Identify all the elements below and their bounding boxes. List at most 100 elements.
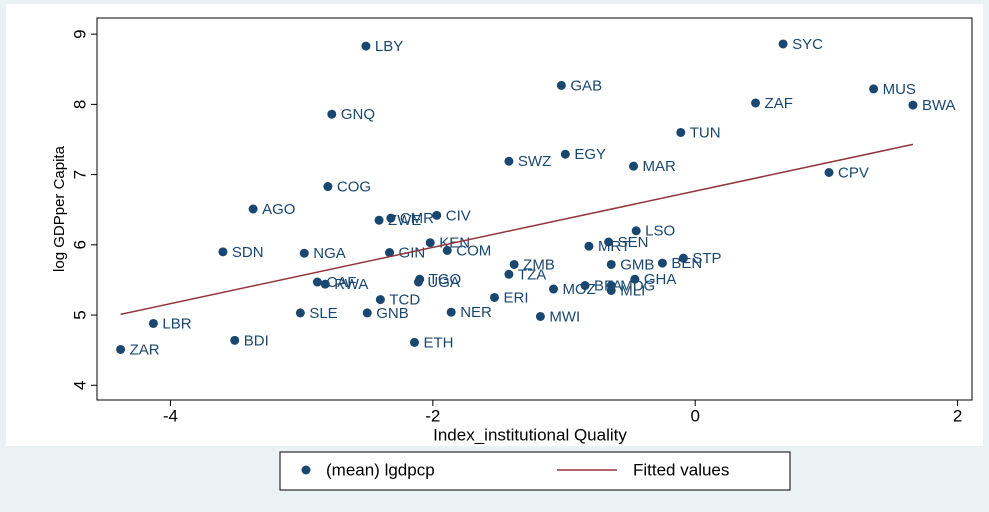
legend-label: (mean) lgdpcp bbox=[326, 460, 435, 479]
point-label: STP bbox=[692, 250, 721, 267]
point-label: CAF bbox=[326, 274, 356, 291]
point-label: SDN bbox=[232, 244, 264, 261]
y-tick-label: 8 bbox=[70, 100, 89, 109]
x-tick-label: -2 bbox=[425, 406, 440, 425]
point-label: SEN bbox=[618, 234, 649, 251]
point-label: LSO bbox=[645, 223, 675, 240]
point bbox=[248, 204, 258, 214]
point-label: SYC bbox=[792, 36, 823, 53]
x-axis-title: Index_institutional Quality bbox=[433, 425, 627, 444]
point-label: GNQ bbox=[341, 106, 375, 123]
point-label: ZAR bbox=[130, 341, 160, 358]
point-label: NER bbox=[460, 304, 492, 321]
point-label: MLI bbox=[620, 282, 645, 299]
point bbox=[374, 215, 384, 225]
point bbox=[869, 84, 879, 94]
point bbox=[556, 80, 566, 90]
x-tick-label: 0 bbox=[690, 406, 699, 425]
point bbox=[489, 292, 499, 302]
point-label: CIV bbox=[446, 207, 471, 224]
y-tick-label: 9 bbox=[70, 29, 89, 38]
point bbox=[323, 182, 333, 192]
point-label: AGO bbox=[262, 201, 295, 218]
point bbox=[549, 284, 559, 294]
point-label: GNB bbox=[376, 305, 409, 322]
point bbox=[295, 308, 305, 318]
point bbox=[657, 258, 667, 268]
point-label: TCD bbox=[389, 292, 420, 309]
point-label: UGA bbox=[427, 274, 460, 291]
point bbox=[312, 277, 322, 287]
point-label: ZMB bbox=[523, 256, 555, 273]
legend-box bbox=[279, 451, 791, 491]
point bbox=[606, 285, 616, 295]
point bbox=[432, 210, 442, 220]
point bbox=[409, 337, 419, 347]
point-label: BWA bbox=[922, 97, 956, 114]
point-label: MRT bbox=[598, 238, 630, 255]
point bbox=[676, 127, 686, 137]
point-label: CPV bbox=[838, 164, 869, 181]
point-label: NGA bbox=[313, 245, 346, 262]
point bbox=[413, 277, 423, 287]
point-label: SLE bbox=[309, 305, 337, 322]
point-label: TZA bbox=[518, 266, 546, 283]
point-label: EGY bbox=[574, 146, 606, 163]
point bbox=[560, 149, 570, 159]
point bbox=[504, 269, 514, 279]
point bbox=[908, 100, 918, 110]
x-tick-label: -4 bbox=[163, 406, 178, 425]
point bbox=[778, 39, 788, 49]
point-label: MOZ bbox=[563, 281, 596, 298]
point-label: CMR bbox=[400, 210, 434, 227]
point bbox=[504, 156, 514, 166]
y-axis-title: log GDPper Capita bbox=[51, 145, 68, 272]
plot-frame bbox=[96, 17, 973, 401]
point-label: LBY bbox=[375, 38, 403, 55]
point bbox=[375, 295, 385, 305]
point bbox=[604, 237, 614, 247]
point bbox=[361, 41, 371, 51]
point bbox=[362, 308, 372, 318]
point bbox=[606, 259, 616, 269]
point-label: GMB bbox=[620, 256, 654, 273]
point bbox=[385, 248, 395, 258]
point-label: ETH bbox=[423, 334, 453, 351]
point bbox=[327, 109, 337, 119]
point-label: MDG bbox=[620, 278, 655, 295]
point bbox=[509, 259, 519, 269]
point-label: ZWE bbox=[388, 212, 421, 229]
point bbox=[230, 335, 240, 345]
point-label: MAR bbox=[643, 158, 677, 175]
point-label: SWZ bbox=[518, 153, 551, 170]
point-label: COG bbox=[337, 178, 371, 195]
point-label: MUS bbox=[883, 81, 916, 98]
point bbox=[629, 161, 639, 171]
legend-marker bbox=[301, 465, 311, 475]
point-label: BEN bbox=[671, 255, 702, 272]
point-label: GAB bbox=[570, 77, 602, 94]
point-label: RWA bbox=[334, 276, 368, 293]
point bbox=[580, 281, 590, 291]
point bbox=[630, 274, 640, 284]
point bbox=[535, 311, 545, 321]
point-label: TGO bbox=[429, 271, 462, 288]
x-tick-label: 2 bbox=[953, 406, 962, 425]
point bbox=[116, 344, 126, 354]
y-tick-label: 6 bbox=[70, 240, 89, 249]
point-label: BDI bbox=[244, 332, 269, 349]
point bbox=[584, 241, 594, 251]
point-label: MWI bbox=[549, 308, 580, 325]
point-label: TUN bbox=[690, 124, 721, 141]
fitted-line bbox=[120, 143, 914, 316]
point bbox=[446, 307, 456, 317]
point bbox=[631, 226, 641, 236]
point-label: LBR bbox=[162, 315, 191, 332]
point-label: ZAF bbox=[765, 95, 793, 112]
point bbox=[442, 245, 452, 255]
legend-label: Fitted values bbox=[633, 460, 729, 479]
point-label: GIN bbox=[399, 245, 426, 262]
point bbox=[320, 279, 330, 289]
point bbox=[425, 238, 435, 248]
